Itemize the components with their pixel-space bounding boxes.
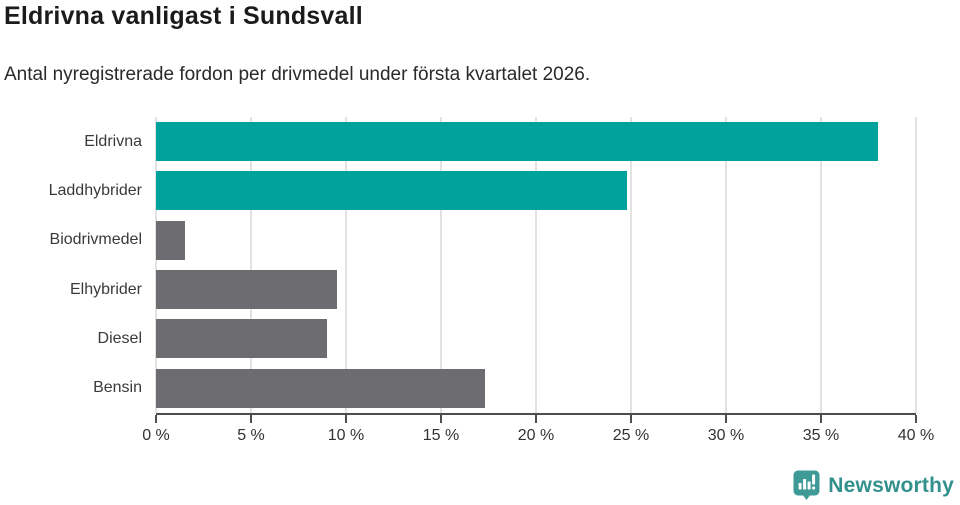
bar-bensin [156, 368, 485, 408]
gridline [915, 117, 917, 413]
bar-row [156, 314, 916, 363]
gridline [725, 117, 727, 413]
newsworthy-logo-icon [793, 470, 820, 500]
x-axis-tick [915, 415, 917, 423]
gridline [630, 117, 632, 413]
bar-laddhybrider [156, 171, 628, 211]
gridline [820, 117, 822, 413]
page-subtitle: Antal nyregistrerade fordon per drivmede… [4, 64, 591, 85]
page-title: Eldrivna vanligast i Sundsvall [4, 2, 363, 30]
x-axis-tick-label: 0 % [142, 427, 170, 444]
x-axis-tick-label: 15 % [422, 427, 460, 444]
bar-row [156, 265, 916, 314]
bar-row [156, 166, 916, 215]
y-axis-label: Elhybrider [69, 280, 142, 298]
bar-elhybrider [156, 270, 337, 310]
x-axis-tick-label: 40 % [897, 427, 935, 444]
x-axis-tick [820, 415, 822, 423]
x-axis-tick-label: 20 % [517, 427, 555, 444]
y-axis-label: Eldrivna [84, 132, 142, 150]
bar-row [156, 364, 916, 413]
x-axis-tick [725, 415, 727, 423]
chart-body: Eldrivna Laddhybrider Biodrivmedel Elhybrid… [0, 117, 960, 413]
x-axis-tick [345, 415, 347, 423]
bar-row [156, 216, 916, 265]
gridline [345, 117, 347, 413]
gridline [535, 117, 537, 413]
bar-chart: Eldrivna Laddhybrider Biodrivmedel Elhybrid… [0, 117, 960, 458]
x-axis: 0 % 5 % 10 % 15 % 20 % 25 % 30 % 35 % 40 % [142, 413, 934, 458]
x-axis-tick-label: 35 % [802, 427, 840, 444]
bar-biodrivmedel [156, 220, 185, 260]
gridline [155, 117, 157, 413]
y-axis-label: Bensin [93, 379, 142, 397]
x-axis-tick-label: 10 % [327, 427, 365, 444]
bar-row [156, 117, 916, 166]
y-axis-label: Diesel [97, 329, 142, 347]
x-axis-tick [155, 415, 157, 423]
y-axis-labels: Eldrivna Laddhybrider Biodrivmedel Elhybrid… [0, 117, 156, 413]
bar-eldrivna [156, 122, 878, 162]
x-axis-tick [630, 415, 632, 423]
gridline [250, 117, 252, 413]
y-axis-label: Laddhybrider [48, 181, 142, 199]
x-axis-tick [440, 415, 442, 423]
x-axis-tick-label: 5 % [237, 427, 265, 444]
x-axis-tick-label: 30 % [707, 427, 745, 444]
bar-rows [156, 117, 916, 413]
gridline [440, 117, 442, 413]
y-axis-label: Biodrivmedel [49, 231, 142, 249]
newsworthy-logo: Newsworthy [793, 470, 954, 501]
plot-area [155, 117, 917, 413]
bar-diesel [156, 319, 327, 359]
newsworthy-brand-text: Newsworthy [828, 473, 954, 497]
x-axis-tick [250, 415, 252, 423]
x-axis-tick [535, 415, 537, 423]
x-axis-tick-label: 25 % [612, 427, 650, 444]
